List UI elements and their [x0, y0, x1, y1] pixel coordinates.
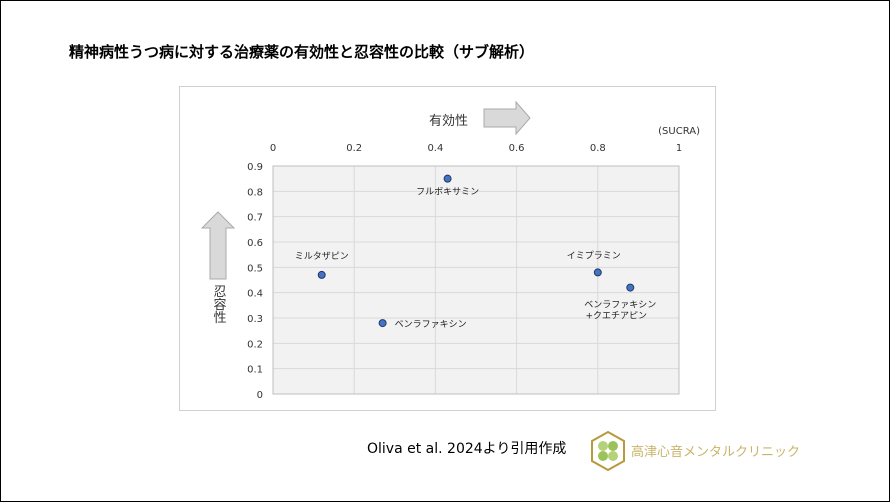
- data-point: [378, 319, 387, 328]
- data-point: [626, 283, 635, 292]
- y-tick-label: 0.3: [247, 314, 263, 325]
- y-tick-label: 0.7: [247, 213, 263, 224]
- citation: Oliva et al. 2024より引用作成: [367, 441, 567, 457]
- y-axis-label: 忍容性: [211, 285, 227, 324]
- slide-title: 精神病性うつ病に対する治療薬の有効性と忍容性の比較（サブ解析）: [69, 43, 535, 61]
- y-tick-label: 0: [257, 390, 263, 401]
- up-arrow-icon: [200, 211, 236, 280]
- y-tick-label: 0.5: [247, 263, 263, 274]
- x-tick-label: 0.4: [427, 143, 443, 154]
- y-tick-label: 0.8: [247, 187, 263, 198]
- data-label: ベンラファキシン: [584, 300, 656, 311]
- y-tick-label: 0.2: [247, 339, 263, 350]
- scatter-chart: 0 0.2 0.4 0.6 0.8 1 0 0.1 0.2 0.3 0.4 0.5 0.6 0.7 0.8 0…: [200, 100, 700, 401]
- y-tick-label: 0.4: [247, 289, 263, 300]
- x-tick-label: 0.6: [509, 143, 525, 154]
- unit-label: (SUCRA): [658, 126, 700, 137]
- x-tick-label: 1: [676, 143, 682, 154]
- data-point: [443, 174, 452, 183]
- x-tick-label: 0: [270, 143, 276, 154]
- data-label: イミプラミン: [567, 250, 621, 261]
- x-tick-label: 0.2: [346, 143, 362, 154]
- plot-border: [272, 165, 680, 395]
- x-axis-label: 有効性: [429, 114, 468, 129]
- y-tick-label: 0.6: [247, 238, 263, 249]
- plot-area: [272, 165, 680, 395]
- data-label: ミルタザピン: [295, 251, 349, 262]
- clinic-logo-icon: [591, 430, 625, 472]
- y-tick-label: 0.9: [247, 162, 263, 173]
- chart-container: 0 0.2 0.4 0.6 0.8 1 0 0.1 0.2 0.3 0.4 0.5 0.6 0.7 0.8 0…: [179, 86, 716, 411]
- right-arrow-icon: [483, 100, 531, 136]
- data-point: [593, 268, 602, 277]
- data-label: フルボキサミン: [416, 187, 479, 198]
- y-tick-label: 0.1: [247, 365, 263, 376]
- data-point: [317, 270, 326, 279]
- clinic-name: 高津心音メンタルクリニック: [631, 445, 801, 460]
- x-tick-label: 0.8: [590, 143, 606, 154]
- data-label: ベンラファキシン: [395, 319, 467, 330]
- data-label: +クエチアピン: [586, 311, 648, 322]
